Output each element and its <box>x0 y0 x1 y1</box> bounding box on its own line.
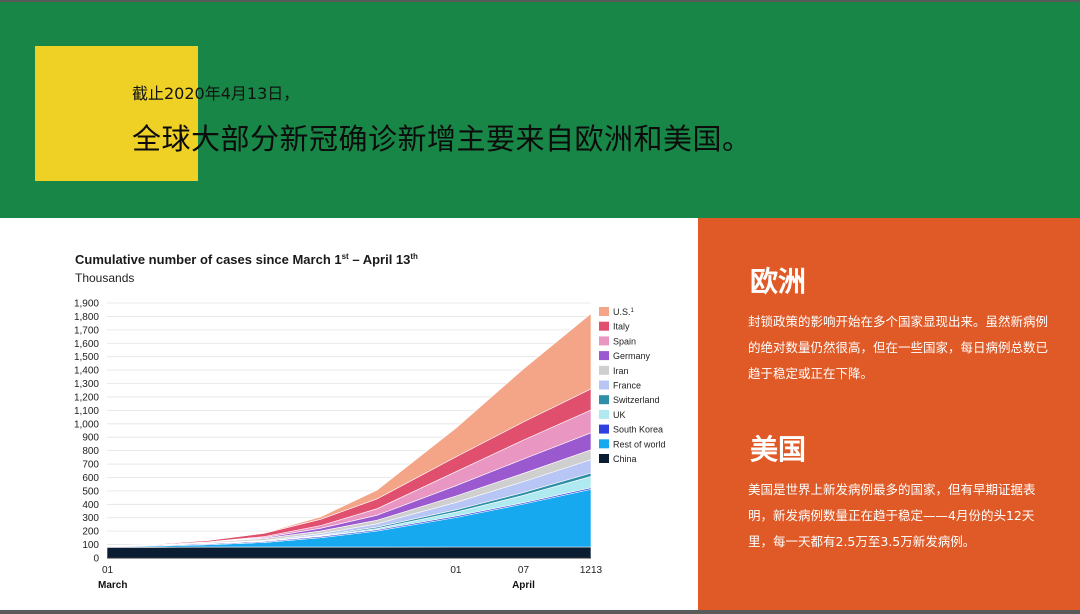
legend-swatch-u-s <box>599 307 609 316</box>
chart-title: Cumulative number of cases since March 1… <box>75 252 418 267</box>
y-tick-label: 400 <box>82 500 99 511</box>
y-tick-label: 600 <box>82 473 99 484</box>
us-heading: 美国 <box>750 433 807 466</box>
y-tick-label: 1,700 <box>74 325 99 336</box>
chart-title-superscript-2: th <box>410 252 418 261</box>
y-tick-label: 900 <box>82 433 99 444</box>
headline: 全球大部分新冠确诊新增主要来自欧洲和美国。 <box>132 122 752 156</box>
y-tick-label: 700 <box>82 460 99 471</box>
y-tick-label: 1,900 <box>74 299 99 310</box>
y-tick-label: 1,500 <box>74 352 99 363</box>
y-tick-label: 800 <box>82 446 99 457</box>
y-axis: 0 100 200 300 400 500 600 700 800 900 1,000 1,100 1,… <box>74 299 99 565</box>
legend-swatch-germany <box>599 351 609 361</box>
legend-swatch-uk <box>599 409 609 419</box>
y-tick-label: 1,600 <box>74 339 99 350</box>
y-tick-label: 1,000 <box>74 419 99 430</box>
legend-label-italy: Italy <box>613 322 630 332</box>
y-tick-label: 100 <box>82 540 99 551</box>
europe-text: 封锁政策的影响开始在多个国家显现出来。虽然新病例的绝对数量仍然很高，但在一些国家… <box>748 314 1049 381</box>
x-tick-label: 07 <box>518 565 530 576</box>
y-tick-label: 200 <box>82 527 99 538</box>
legend-label-china: China <box>613 454 637 464</box>
x-month-label: April <box>512 580 535 591</box>
legend: U.S.1 Italy Spain Germany Iran France Switzerl… <box>599 307 666 464</box>
y-axis-label: Thousands <box>75 271 134 285</box>
legend-swatch-china <box>599 454 609 463</box>
legend-swatch-france <box>599 380 609 390</box>
legend-swatch-spain <box>599 336 609 346</box>
legend-swatch-rest-of-world <box>599 439 609 449</box>
legend-label-south-korea: South Korea <box>613 425 663 435</box>
legend-swatch-iran <box>599 365 609 375</box>
area-u-s <box>106 313 592 547</box>
legend-swatch-switzerland <box>599 395 609 405</box>
x-tick-label: 01 <box>102 565 114 576</box>
area-china <box>106 546 592 559</box>
date-line: 截止2020年4月13日， <box>132 84 300 103</box>
stacked-area-chart: Cumulative number of cases since March 1… <box>74 252 666 591</box>
legend-swatch-south-korea <box>599 424 609 434</box>
y-tick-label: 1,100 <box>74 406 99 417</box>
europe-heading: 欧洲 <box>750 265 807 298</box>
legend-label-switzerland: Switzerland <box>613 395 660 405</box>
legend-swatch-italy <box>599 321 609 331</box>
header-banner <box>0 2 1080 218</box>
side-panel: 欧洲 封锁政策的影响开始在多个国家显现出来。虽然新病例的绝对数量仍然很高，但在一… <box>698 218 1080 610</box>
legend-label-iran: Iran <box>613 366 629 376</box>
legend-label-uk: UK <box>613 410 626 420</box>
legend-label-spain: Spain <box>613 336 636 346</box>
y-tick-label: 0 <box>93 554 99 565</box>
chart-panel: Cumulative number of cases since March 1… <box>0 218 698 610</box>
area-layers <box>106 313 592 559</box>
y-tick-label: 1,200 <box>74 392 99 403</box>
top-border <box>0 0 1080 2</box>
x-tick-label: 1213 <box>580 565 603 576</box>
x-month-label: March <box>98 580 127 591</box>
x-axis: 01 01 07 1213 March April <box>98 557 603 591</box>
y-tick-label: 1,400 <box>74 366 99 377</box>
y-tick-label: 1,300 <box>74 379 99 390</box>
chart-title-mid: – April 13 <box>349 252 411 267</box>
us-text: 美国是世界上新发病例最多的国家，但有早期证据表明，新发病例数量正在趋于稳定——4… <box>748 482 1036 549</box>
x-tick-label: 01 <box>450 565 462 576</box>
legend-label-rest-of-world: Rest of world <box>613 439 666 449</box>
legend-label-france: France <box>613 381 641 391</box>
legend-label-u-s: U.S.1 <box>613 307 635 317</box>
y-tick-label: 500 <box>82 486 99 497</box>
y-tick-label: 300 <box>82 513 99 524</box>
y-tick-label: 1,800 <box>74 312 99 323</box>
chart-title-main: Cumulative number of cases since March 1 <box>75 252 342 267</box>
legend-label-germany: Germany <box>613 351 651 361</box>
yellow-accent-block <box>35 46 198 181</box>
bottom-border <box>0 610 1080 614</box>
chart-title-superscript-1: st <box>342 252 349 261</box>
